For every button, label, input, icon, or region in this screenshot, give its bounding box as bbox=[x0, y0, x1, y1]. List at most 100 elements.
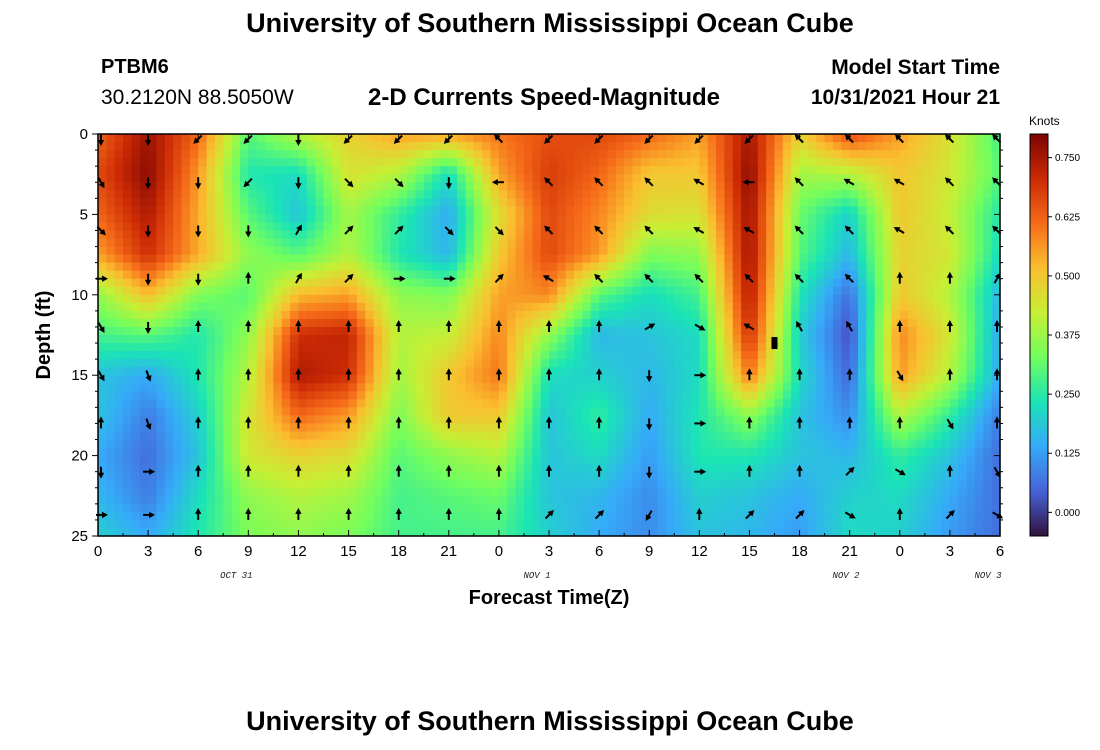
heatmap-cell bbox=[565, 455, 575, 465]
heatmap-cell bbox=[440, 278, 450, 288]
heatmap-cell bbox=[615, 182, 625, 191]
heatmap-cell bbox=[632, 166, 642, 175]
heatmap-cell bbox=[690, 182, 700, 191]
heatmap-cell bbox=[223, 479, 233, 489]
heatmap-cell bbox=[607, 375, 617, 384]
heatmap-cell bbox=[799, 399, 809, 408]
heatmap-cell bbox=[156, 439, 166, 449]
heatmap-cell bbox=[640, 190, 650, 199]
heatmap-cell bbox=[732, 238, 742, 248]
heatmap-cell bbox=[649, 367, 659, 376]
heatmap-cell bbox=[440, 343, 450, 352]
heatmap-cell bbox=[248, 270, 258, 280]
heatmap-cell bbox=[574, 278, 584, 288]
heatmap-cell bbox=[916, 230, 926, 240]
heatmap-cell bbox=[565, 431, 575, 441]
heatmap-cell bbox=[206, 238, 216, 248]
heatmap-cell bbox=[432, 270, 442, 280]
heatmap-cell bbox=[206, 351, 216, 360]
heatmap-cell bbox=[465, 270, 475, 280]
heatmap-cell bbox=[465, 447, 475, 457]
heatmap-cell bbox=[632, 318, 642, 328]
heatmap-cell bbox=[557, 326, 567, 336]
heatmap-cell bbox=[407, 415, 416, 425]
heatmap-cell bbox=[98, 254, 107, 264]
heatmap-cell bbox=[824, 326, 834, 336]
heatmap-cell bbox=[799, 222, 809, 232]
heatmap-cell bbox=[373, 479, 383, 489]
heatmap-cell bbox=[440, 206, 450, 215]
heatmap-cell bbox=[181, 166, 191, 175]
heatmap-cell bbox=[891, 343, 901, 352]
heatmap-cell bbox=[390, 182, 400, 191]
heatmap-cell bbox=[398, 447, 408, 457]
heatmap-cell bbox=[874, 439, 884, 449]
heatmap-cell bbox=[732, 375, 742, 384]
heatmap-cell bbox=[181, 294, 191, 304]
heatmap-cell bbox=[832, 399, 842, 408]
heatmap-cell bbox=[983, 222, 993, 232]
heatmap-cell bbox=[799, 134, 809, 143]
heatmap-cell bbox=[231, 375, 241, 384]
heatmap-cell bbox=[766, 343, 776, 352]
heatmap-cell bbox=[181, 310, 191, 320]
heatmap-cell bbox=[607, 134, 617, 143]
heatmap-cell bbox=[515, 391, 525, 400]
heatmap-cell bbox=[933, 375, 943, 384]
heatmap-cell bbox=[123, 158, 133, 167]
heatmap-cell bbox=[632, 222, 642, 232]
heatmap-cell bbox=[841, 375, 851, 384]
heatmap-cell bbox=[766, 407, 776, 416]
heatmap-cell bbox=[356, 367, 366, 376]
heatmap-cell bbox=[949, 246, 959, 256]
heatmap-cell bbox=[164, 182, 174, 191]
heatmap-cell bbox=[916, 423, 926, 433]
heatmap-cell bbox=[874, 150, 884, 159]
heatmap-cell bbox=[390, 455, 400, 465]
heatmap-cell bbox=[381, 294, 391, 304]
heatmap-cell bbox=[181, 375, 191, 384]
heatmap-cell bbox=[949, 182, 959, 191]
heatmap-cell bbox=[515, 415, 525, 425]
heatmap-cell bbox=[498, 375, 508, 384]
heatmap-cell bbox=[323, 190, 333, 199]
heatmap-cell bbox=[766, 375, 776, 384]
heatmap-cell bbox=[949, 294, 959, 304]
heatmap-cell bbox=[908, 262, 918, 272]
heatmap-cell bbox=[465, 134, 475, 143]
heatmap-cell bbox=[273, 310, 283, 320]
heatmap-cell bbox=[457, 182, 467, 191]
heatmap-cell bbox=[440, 367, 450, 376]
heatmap-cell bbox=[582, 326, 592, 336]
heatmap-cell bbox=[507, 359, 517, 368]
heatmap-cell bbox=[248, 230, 258, 240]
heatmap-cell bbox=[841, 174, 851, 183]
heatmap-cell bbox=[290, 198, 300, 207]
heatmap-cell bbox=[958, 423, 968, 433]
heatmap-cell bbox=[716, 391, 725, 400]
heatmap-cell bbox=[148, 335, 158, 344]
heatmap-cell bbox=[198, 182, 208, 191]
heatmap-cell bbox=[465, 262, 475, 272]
heatmap-cell bbox=[640, 431, 650, 441]
heatmap-cell bbox=[799, 294, 809, 304]
heatmap-cell bbox=[490, 407, 500, 416]
heatmap-cell bbox=[457, 286, 467, 296]
heatmap-cell bbox=[941, 495, 951, 505]
heatmap-cell bbox=[624, 302, 634, 312]
heatmap-cell bbox=[924, 391, 934, 400]
heatmap-cell bbox=[106, 174, 116, 183]
heatmap-cell bbox=[173, 415, 183, 425]
heatmap-cell bbox=[991, 190, 1001, 199]
heatmap-cell bbox=[482, 439, 492, 449]
heatmap-cell bbox=[239, 222, 249, 232]
heatmap-cell bbox=[440, 158, 450, 167]
heatmap-cell bbox=[883, 335, 893, 344]
heatmap-cell bbox=[415, 150, 425, 159]
heatmap-cell bbox=[281, 326, 291, 336]
heatmap-cell bbox=[164, 447, 174, 457]
heatmap-cell bbox=[156, 142, 166, 151]
heatmap-cell bbox=[306, 142, 316, 151]
heatmap-cell bbox=[231, 134, 241, 143]
heatmap-cell bbox=[657, 190, 667, 199]
